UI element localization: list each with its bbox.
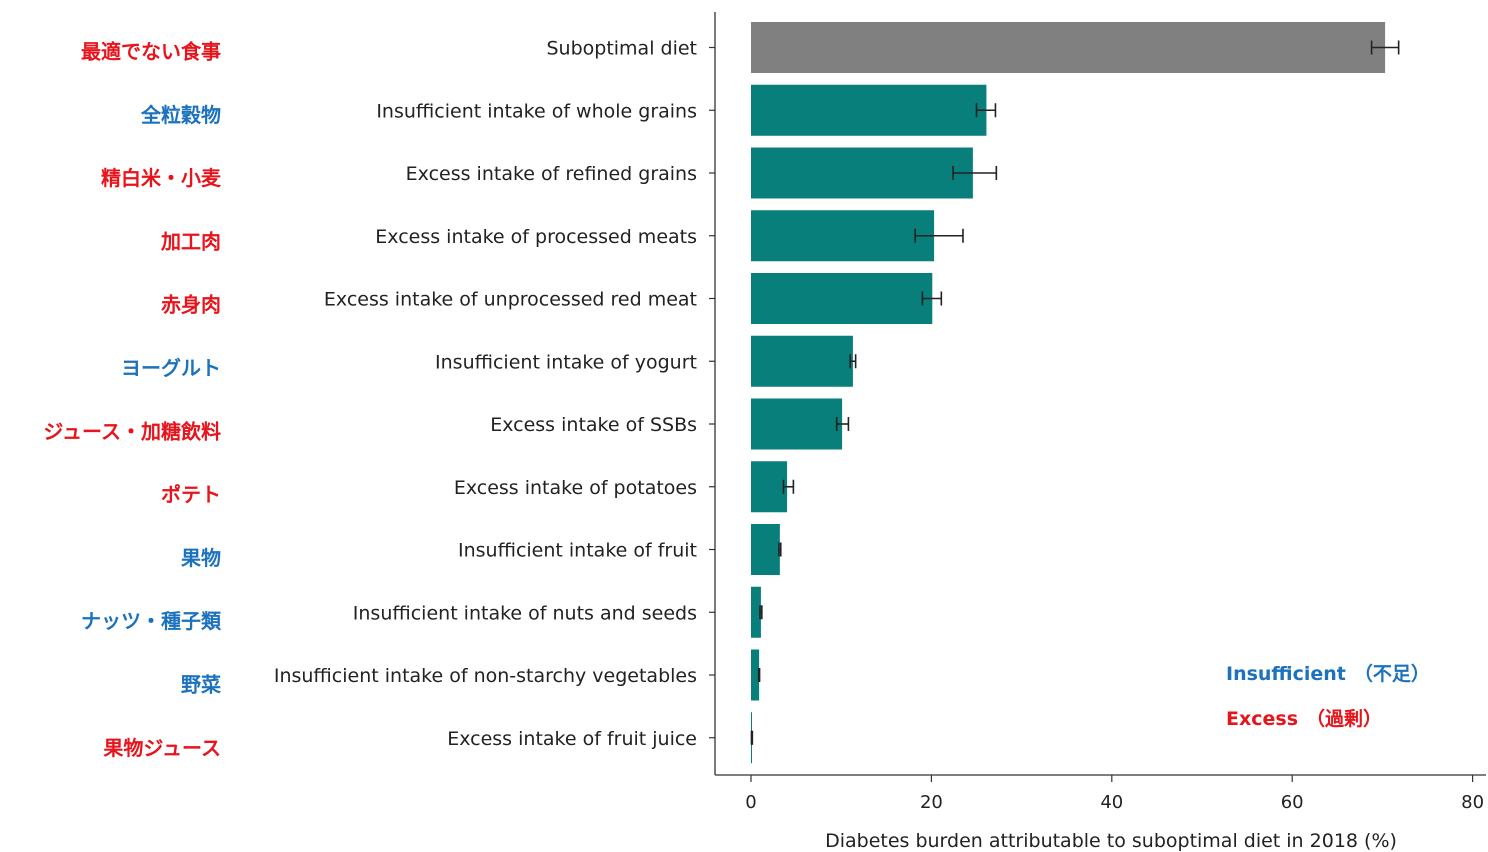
- japanese-label: 果物: [181, 546, 221, 570]
- category-label: Insufficient intake of fruit: [458, 540, 697, 562]
- japanese-label: ヨーグルト: [121, 356, 221, 380]
- category-label: Excess intake of processed meats: [375, 226, 697, 248]
- x-tick-label: 40: [1100, 792, 1123, 813]
- japanese-label: ジュース・加糖飲料: [43, 419, 221, 443]
- error-bar: [1370, 40, 1400, 55]
- category-label: Excess intake of SSBs: [490, 414, 697, 436]
- category-label: Insufficient intake of non-starchy veget…: [274, 665, 697, 687]
- legend-entry: Insufficient （不足）: [1226, 662, 1430, 685]
- bar: [751, 524, 780, 575]
- bar: [751, 461, 788, 513]
- axis-layer: 0 20 40 60 80: [709, 12, 1486, 813]
- legend-entry: Excess （過剰）: [1226, 707, 1382, 730]
- legend-entry-label: Excess: [1226, 708, 1298, 730]
- x-tick-label: 80: [1461, 792, 1484, 813]
- japanese-label: ナッツ・種子類: [81, 609, 222, 633]
- bar: [751, 22, 1386, 73]
- japanese-label: 果物ジュース: [103, 736, 221, 760]
- japanese-label: 赤身肉: [161, 293, 221, 317]
- category-label: Excess intake of potatoes: [454, 477, 697, 499]
- category-label: Insufficient intake of whole grains: [376, 100, 697, 122]
- x-axis-title: Diabetes burden attributable to suboptim…: [825, 830, 1397, 852]
- japanese-labels-layer: 最適でない食事全粒穀物精白米・小麦加工肉赤身肉ヨーグルトジュース・加糖飲料ポテト…: [43, 40, 222, 760]
- error-bar: [750, 730, 754, 745]
- category-label: Excess intake of refined grains: [406, 163, 697, 185]
- error-bar: [914, 228, 964, 243]
- bar: [751, 210, 935, 262]
- error-bars-layer: [750, 40, 1400, 745]
- bar: [751, 649, 760, 701]
- bar: [751, 147, 973, 199]
- category-label: Insufficient intake of yogurt: [435, 351, 697, 373]
- error-bar: [778, 542, 782, 557]
- error-bar: [835, 417, 850, 431]
- error-bar: [921, 291, 943, 306]
- category-label: Insufficient intake of nuts and seeds: [353, 602, 697, 624]
- japanese-label: 全粒穀物: [140, 103, 221, 127]
- x-tick-label: 20: [920, 792, 943, 813]
- legend: Insufficient （不足） Excess （過剰）: [1226, 662, 1430, 730]
- legend-entry-jp: （不足）: [1354, 662, 1430, 685]
- category-label: Suboptimal diet: [546, 38, 697, 60]
- category-label: Excess intake of fruit juice: [447, 728, 697, 750]
- japanese-label: 最適でない食事: [81, 40, 221, 64]
- x-tick-label: 60: [1281, 792, 1304, 813]
- error-bar: [952, 166, 998, 180]
- x-tick-label: 0: [745, 792, 756, 813]
- legend-entry-jp: （過剰）: [1306, 707, 1382, 730]
- error-bar: [975, 103, 997, 118]
- bar: [751, 586, 761, 638]
- bar: [751, 84, 987, 136]
- bar: [751, 335, 853, 387]
- japanese-label: ポテト: [161, 483, 221, 507]
- legend-entry-label: Insufficient: [1226, 663, 1346, 685]
- category-labels-layer: Suboptimal diet Insufficient intake of wh…: [274, 38, 697, 750]
- error-bar: [782, 479, 795, 494]
- category-label: Excess intake of unprocessed red meat: [324, 289, 697, 311]
- japanese-label: 野菜: [181, 673, 221, 697]
- japanese-label: 精白米・小麦: [101, 166, 222, 190]
- error-bar: [757, 668, 761, 682]
- error-bar: [759, 605, 763, 620]
- bar: [751, 273, 933, 324]
- bars-layer: [751, 22, 1386, 764]
- bar: [751, 398, 843, 450]
- japanese-label: 加工肉: [160, 229, 221, 253]
- error-bar: [849, 354, 857, 369]
